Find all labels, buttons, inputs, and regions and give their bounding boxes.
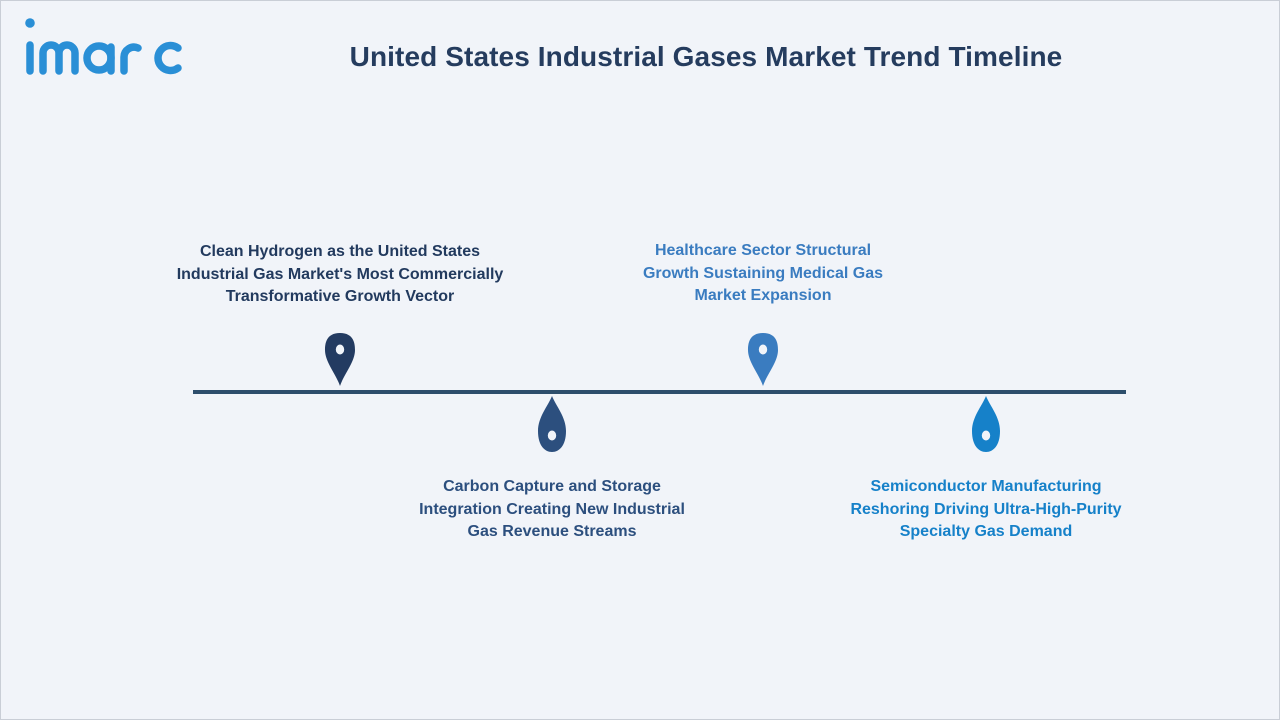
milestone-text-line: Growth Sustaining Medical Gas xyxy=(642,264,884,282)
map-pin-icon xyxy=(325,333,355,386)
droplet-icon xyxy=(538,396,566,452)
milestone-label-4: Semiconductor Manufacturing Reshoring Dr… xyxy=(816,476,1156,544)
milestone-text-line: Gas Revenue Streams xyxy=(467,523,637,540)
milestone-text-line: Integration Creating New Industrial xyxy=(419,500,685,518)
milestone-text-line: Reshoring Driving Ultra-High-Purity xyxy=(850,500,1122,518)
page-title: United States Industrial Gases Market Tr… xyxy=(349,41,1063,72)
map-pin-icon xyxy=(748,333,778,386)
milestone-text-line: Healthcare Sector Structural xyxy=(654,242,872,259)
milestone-label-1: Clean Hydrogen as the United States Indu… xyxy=(140,241,540,309)
milestone-label-2: Carbon Capture and Storage Integration C… xyxy=(382,476,722,544)
milestone-text-line: Industrial Gas Market's Most Commerciall… xyxy=(176,265,504,283)
milestone-text-line: Specialty Gas Demand xyxy=(899,523,1073,540)
imarc-logo xyxy=(25,18,182,75)
milestone-text-line: Semiconductor Manufacturing xyxy=(870,478,1102,495)
milestone-text-line: Transformative Growth Vector xyxy=(225,288,455,305)
milestone-label-3: Healthcare Sector Structural Growth Sust… xyxy=(603,240,923,308)
milestone-text-line: Market Expansion xyxy=(694,287,832,304)
milestone-text-line: Carbon Capture and Storage xyxy=(443,478,661,495)
milestone-text-line: Clean Hydrogen as the United States xyxy=(199,243,481,260)
droplet-icon xyxy=(972,396,1000,452)
